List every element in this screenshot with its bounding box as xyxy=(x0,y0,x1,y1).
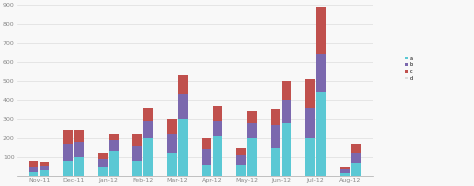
Bar xyxy=(29,161,38,167)
Bar xyxy=(132,134,142,146)
Bar xyxy=(351,153,361,163)
Bar xyxy=(178,75,188,94)
Bar xyxy=(271,110,281,125)
Bar xyxy=(29,167,38,172)
Legend: a, b, c, d: a, b, c, d xyxy=(405,55,413,81)
Bar xyxy=(40,166,49,170)
Bar xyxy=(98,153,108,159)
Bar xyxy=(98,167,108,176)
Bar xyxy=(305,108,315,138)
Bar xyxy=(213,136,222,176)
Bar xyxy=(282,123,292,176)
Bar xyxy=(29,172,38,176)
Bar xyxy=(64,130,73,144)
Bar xyxy=(64,161,73,176)
Bar xyxy=(305,79,315,108)
Bar xyxy=(144,121,153,138)
Bar xyxy=(271,147,281,176)
Bar xyxy=(109,151,118,176)
Bar xyxy=(247,123,257,138)
Bar xyxy=(144,108,153,121)
Bar xyxy=(236,147,246,155)
Bar xyxy=(74,130,84,142)
Bar xyxy=(213,106,222,121)
Bar xyxy=(109,134,118,140)
Bar xyxy=(247,111,257,123)
Bar xyxy=(201,150,211,165)
Bar xyxy=(40,162,49,166)
Bar xyxy=(247,138,257,176)
Bar xyxy=(316,7,326,54)
Bar xyxy=(74,157,84,176)
Bar xyxy=(351,163,361,176)
Bar xyxy=(167,153,177,176)
Bar xyxy=(178,94,188,119)
Bar xyxy=(316,54,326,92)
Bar xyxy=(271,125,281,147)
Bar xyxy=(144,138,153,176)
Bar xyxy=(236,165,246,176)
Bar xyxy=(340,167,349,169)
Bar xyxy=(74,142,84,157)
Bar xyxy=(167,119,177,134)
Bar xyxy=(282,81,292,100)
Bar xyxy=(340,173,349,176)
Bar xyxy=(64,144,73,161)
Bar xyxy=(236,155,246,165)
Bar xyxy=(201,138,211,150)
Bar xyxy=(178,119,188,176)
Bar xyxy=(98,159,108,167)
Bar xyxy=(167,134,177,153)
Bar xyxy=(132,146,142,161)
Bar xyxy=(213,121,222,136)
Bar xyxy=(109,140,118,151)
Bar xyxy=(340,169,349,173)
Bar xyxy=(351,144,361,153)
Bar xyxy=(305,138,315,176)
Bar xyxy=(132,161,142,176)
Bar xyxy=(316,92,326,176)
Bar xyxy=(282,100,292,123)
Bar xyxy=(201,165,211,176)
Bar xyxy=(40,170,49,176)
